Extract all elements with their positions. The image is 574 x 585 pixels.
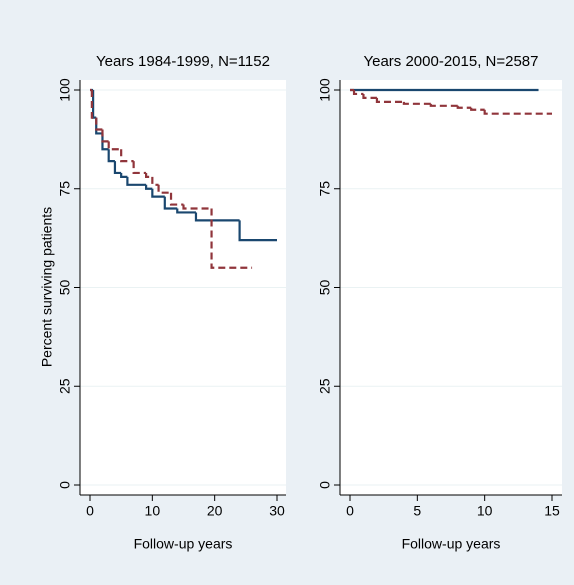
- x-tick-label: 15: [544, 503, 560, 519]
- y-tick-label: 75: [317, 181, 333, 197]
- y-tick-label: 50: [317, 280, 333, 296]
- y-tick-label: 25: [317, 378, 333, 394]
- survival-step: [169, 192, 184, 206]
- y-axis-label: Percent surviving patients: [39, 207, 55, 367]
- y-tick-label: 100: [317, 78, 333, 102]
- survival-step: [120, 149, 134, 163]
- survival-step: [151, 188, 165, 198]
- survival-step: [90, 90, 97, 119]
- x-tick-label: 0: [86, 503, 94, 519]
- survival-step: [145, 172, 153, 178]
- survival-step: [107, 141, 122, 151]
- survival-step: [362, 93, 377, 99]
- survival-step: [101, 133, 109, 151]
- x-tick-label: 20: [207, 503, 223, 519]
- x-tick-label: 10: [145, 503, 161, 519]
- survival-step: [151, 176, 159, 186]
- survival-step: [238, 220, 277, 242]
- survival-step: [120, 172, 128, 178]
- survival-step: [113, 161, 122, 175]
- survival-step: [157, 184, 172, 194]
- survival-step: [163, 196, 178, 210]
- x-tick-label: 30: [269, 503, 285, 519]
- survival-step: [95, 117, 103, 131]
- y-tick-label: 75: [57, 181, 73, 197]
- survival-step: [107, 149, 115, 163]
- survival-step: [375, 97, 404, 103]
- x-tick-label: 0: [346, 503, 354, 519]
- survival-step: [429, 103, 458, 107]
- survival-step: [456, 105, 472, 109]
- x-axis-label: Follow-up years: [402, 536, 501, 552]
- y-tick-label: 0: [57, 481, 73, 489]
- survival-step: [176, 208, 196, 214]
- survival-step: [132, 161, 147, 175]
- y-tick-label: 100: [57, 78, 73, 102]
- survival-step: [470, 107, 485, 111]
- survival-step: [194, 212, 240, 222]
- chart-title: Years 2000-2015, N=2587: [363, 53, 538, 70]
- survival-step: [402, 101, 431, 105]
- x-tick-label: 10: [477, 503, 493, 519]
- survival-step: [126, 176, 147, 186]
- survival-step: [145, 184, 153, 190]
- chart-title: Years 1984-1999, N=1152: [96, 53, 270, 70]
- survival-step: [483, 109, 552, 115]
- survival-step: [352, 90, 364, 96]
- survival-step: [210, 208, 253, 269]
- y-tick-label: 50: [57, 280, 73, 296]
- x-tick-label: 5: [413, 503, 421, 519]
- survival-step: [101, 129, 109, 143]
- x-axis-label: Follow-up years: [134, 536, 233, 552]
- y-tick-label: 25: [57, 378, 73, 394]
- y-tick-label: 0: [317, 481, 333, 489]
- survival-step: [182, 204, 212, 210]
